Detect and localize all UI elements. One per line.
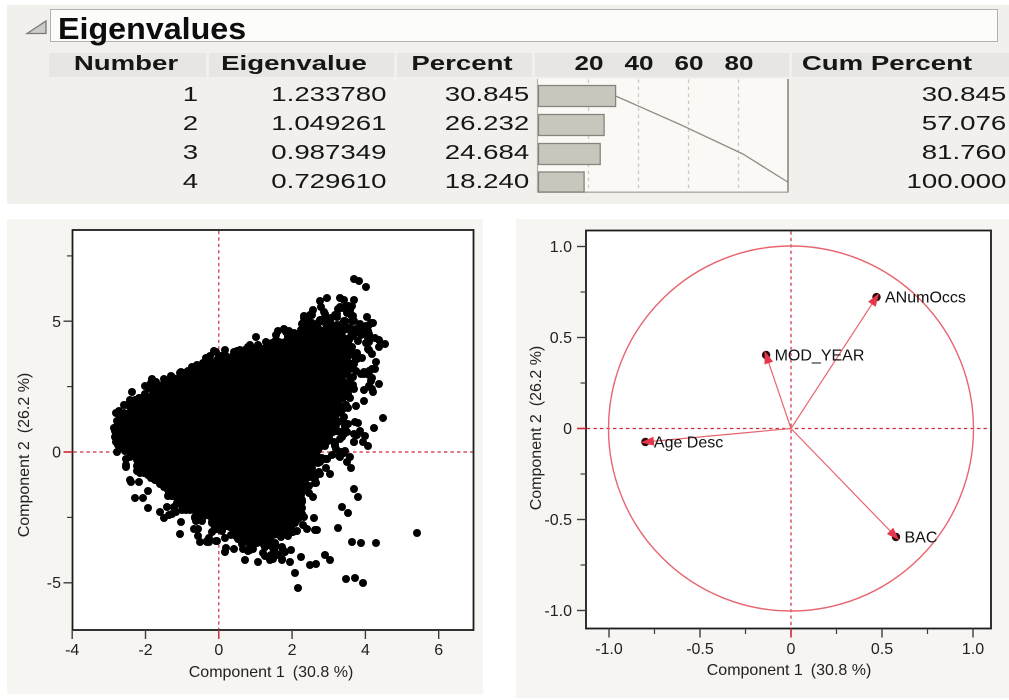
svg-text:ANumOccs: ANumOccs	[885, 290, 966, 307]
svg-text:-0.5: -0.5	[686, 641, 714, 658]
svg-text:0: 0	[787, 641, 796, 658]
svg-text:Component 1 (30.8 %): Component 1 (30.8 %)	[189, 664, 354, 681]
svg-text:-2: -2	[138, 642, 152, 659]
svg-text:2: 2	[288, 642, 297, 659]
svg-text:-1.0: -1.0	[544, 603, 572, 620]
svg-text:Component 2 (26.2 %): Component 2 (26.2 %)	[528, 346, 545, 511]
svg-text:Age Desc: Age Desc	[654, 435, 723, 452]
svg-text:0: 0	[214, 642, 223, 659]
svg-text:1.0: 1.0	[962, 641, 984, 658]
svg-text:0: 0	[52, 445, 61, 462]
svg-text:-4: -4	[65, 642, 79, 659]
svg-text:5: 5	[52, 314, 61, 331]
svg-text:0: 0	[563, 421, 572, 438]
svg-text:0.5: 0.5	[550, 330, 572, 347]
svg-text:-0.5: -0.5	[544, 512, 572, 529]
svg-text:6: 6	[434, 642, 443, 659]
svg-text:BAC: BAC	[905, 530, 938, 547]
svg-text:-1.0: -1.0	[595, 641, 623, 658]
svg-text:1.0: 1.0	[550, 239, 572, 256]
svg-text:0.5: 0.5	[871, 641, 893, 658]
svg-text:-5: -5	[47, 575, 61, 592]
svg-text:Component 2 (26.2 %): Component 2 (26.2 %)	[16, 373, 33, 538]
svg-text:4: 4	[361, 642, 370, 659]
svg-text:MOD_YEAR: MOD_YEAR	[775, 348, 865, 365]
svg-text:Component 1 (30.8 %): Component 1 (30.8 %)	[707, 662, 872, 679]
